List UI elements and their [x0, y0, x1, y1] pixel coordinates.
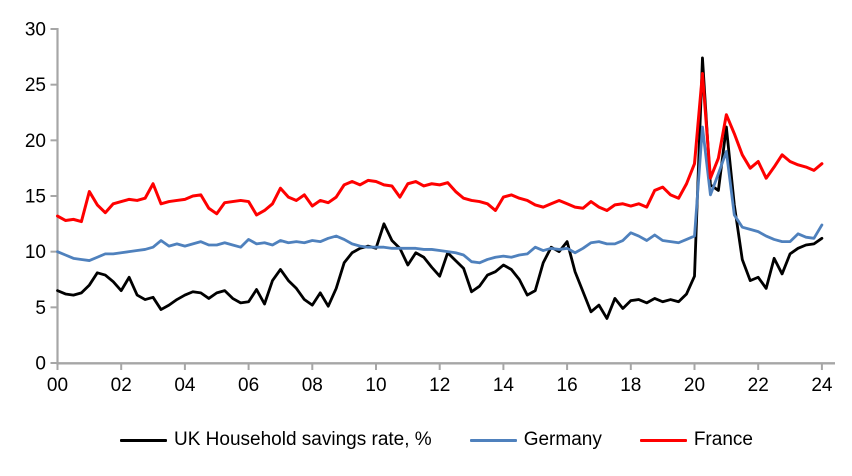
x-tick-label: 18	[620, 375, 641, 396]
y-tick-label: 25	[25, 75, 46, 96]
y-tick-label: 20	[25, 131, 46, 152]
legend-label-france: France	[693, 429, 753, 450]
series-line-uk-household-savings-rate	[56, 56, 824, 320]
legend-item-france: France	[639, 428, 753, 452]
legend-item-uk: UK Household savings rate, %	[120, 428, 432, 452]
y-tick-label: 0	[35, 354, 46, 375]
x-tick-label: 00	[47, 375, 68, 396]
legend-label-uk: UK Household savings rate, %	[174, 429, 432, 450]
x-tick-label: 22	[748, 375, 769, 396]
y-tick-label: 10	[25, 242, 46, 263]
x-tick-label: 04	[174, 375, 196, 396]
x-tick-label: 24	[811, 375, 833, 396]
x-tick-label: 08	[302, 375, 323, 396]
x-tick-label: 06	[238, 375, 259, 396]
series-line-france	[56, 72, 824, 224]
chart-legend: UK Household savings rate, % Germany Fra…	[120, 428, 753, 452]
x-tick-label: 12	[429, 375, 450, 396]
x-tick-label: 20	[684, 375, 705, 396]
series-line-germany	[56, 125, 824, 265]
legend-label-germany: Germany	[523, 429, 602, 450]
x-tick-label: 10	[365, 375, 386, 396]
y-tick-label: 30	[25, 20, 46, 41]
legend-line-swatch-uk	[120, 438, 167, 442]
legend-line-swatch-france	[639, 438, 687, 442]
y-tick-label: 5	[35, 298, 46, 319]
y-tick-label: 15	[25, 187, 46, 208]
x-tick-label: 16	[557, 375, 578, 396]
x-tick-label: 14	[493, 375, 515, 396]
legend-line-swatch-germany	[469, 438, 517, 442]
legend-item-germany: Germany	[469, 428, 602, 452]
x-tick-label: 02	[111, 375, 132, 396]
